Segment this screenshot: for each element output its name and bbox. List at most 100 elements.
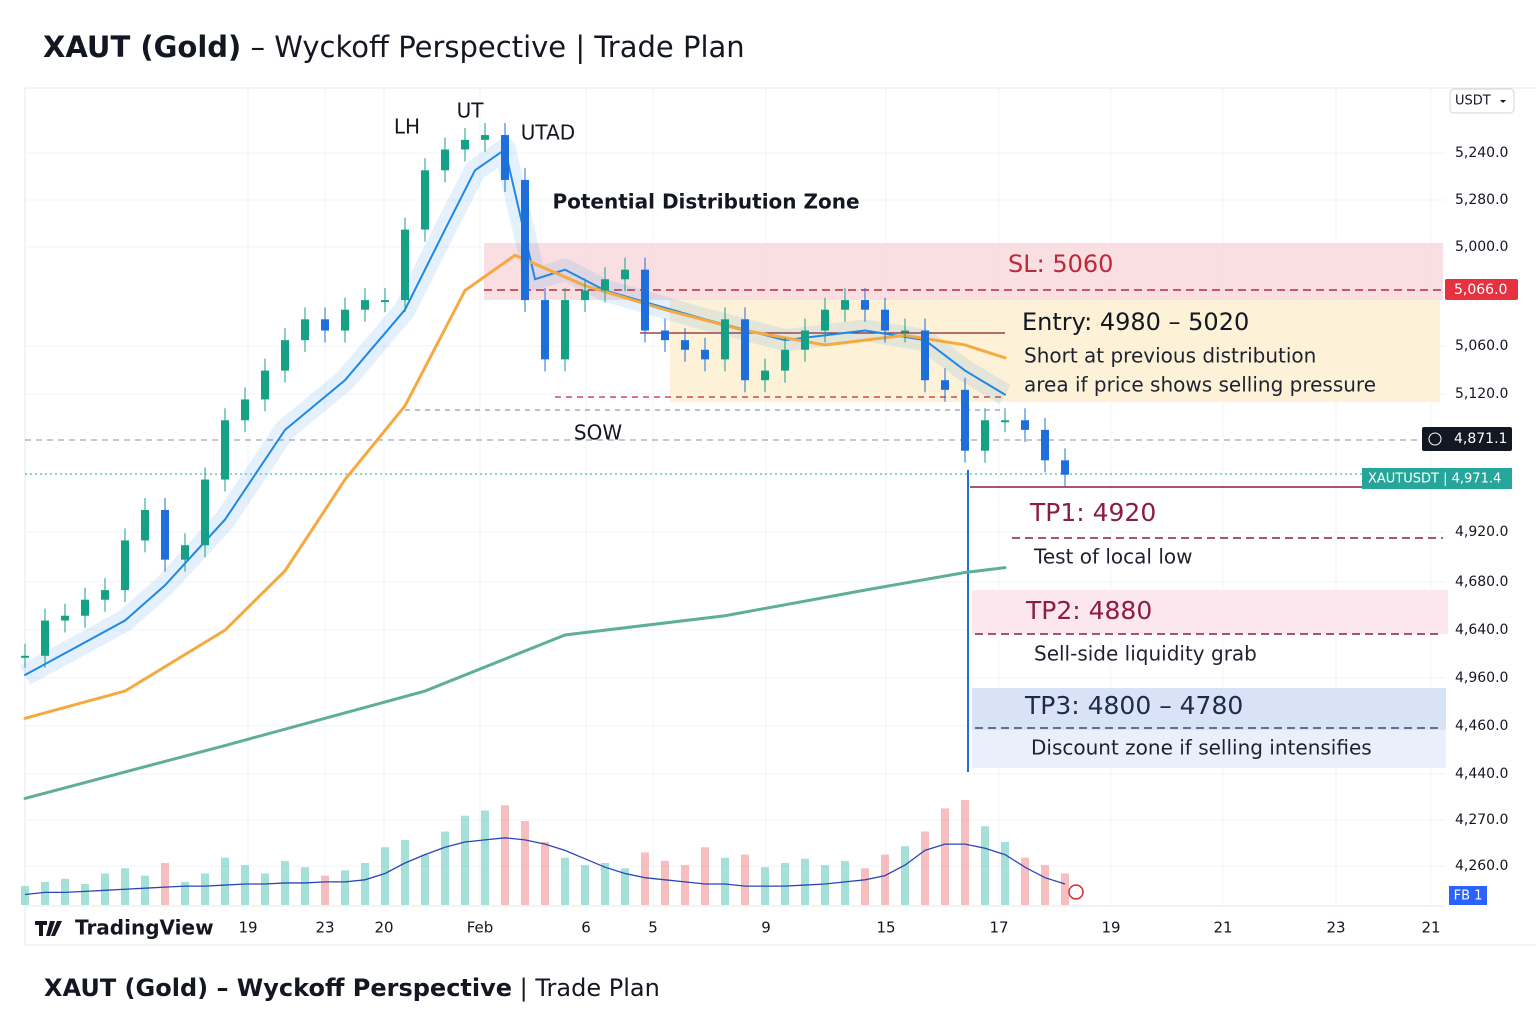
tp3-zone-lower — [972, 730, 1446, 768]
price-label: 4,460.0 — [1455, 718, 1508, 734]
volume-bar — [21, 886, 29, 905]
volume-bar — [101, 873, 109, 905]
candle-body — [401, 229, 409, 301]
candle-body — [81, 599, 89, 616]
last-price-tag — [1362, 468, 1512, 489]
candle-body — [221, 420, 229, 480]
price-label: 4,440.0 — [1455, 766, 1508, 782]
candle-body — [821, 309, 829, 331]
fb-text[interactable]: FB 1 — [1454, 889, 1483, 904]
volume-bar — [401, 839, 409, 905]
footer-bold: XAUT (Gold) – Wyckoff Perspective — [44, 974, 512, 1002]
volume-bar — [821, 865, 829, 905]
candle-body — [621, 269, 629, 280]
volume-bar — [161, 863, 169, 905]
time-label: 21 — [1213, 919, 1232, 937]
candle-body — [241, 399, 249, 421]
candle-body — [721, 319, 729, 360]
volume-bar — [881, 854, 889, 905]
volume-bar — [801, 858, 809, 905]
time-label: Feb — [467, 919, 494, 937]
crosshair-icon — [1428, 432, 1442, 446]
volume-bar — [561, 857, 569, 905]
volume-bar — [661, 860, 669, 905]
candle-body — [681, 340, 689, 350]
time-label: 5 — [648, 919, 658, 937]
label-zone: Potential Distribution Zone — [552, 190, 859, 214]
volume-bar — [261, 873, 269, 905]
candle-body — [541, 300, 549, 360]
candle-body — [1021, 420, 1029, 430]
price-label: 5,280.0 — [1455, 192, 1508, 208]
candle-body — [761, 370, 769, 381]
tp2-note: Sell-side liquidity grab — [1034, 642, 1257, 666]
brand: TradingView — [75, 916, 214, 940]
candle-body — [141, 509, 149, 541]
volume-bar — [841, 860, 849, 905]
entry-zone — [670, 300, 1440, 402]
volume-bar — [901, 846, 909, 905]
candle-body — [641, 269, 649, 331]
volume-bar — [981, 826, 989, 905]
candle-body — [261, 370, 269, 400]
volume-bar — [481, 810, 489, 905]
volume-bar — [861, 868, 869, 905]
candle-body — [381, 300, 389, 303]
volume-bar — [961, 800, 969, 905]
volume-bar — [41, 881, 49, 905]
candle-body — [921, 330, 929, 381]
tp2-text: TP2: 4880 — [1025, 596, 1152, 625]
price-label: 4,270.0 — [1455, 812, 1508, 828]
title-rest: – Wyckoff Perspective | Trade Plan — [241, 30, 744, 64]
currency[interactable]: USDT — [1455, 94, 1491, 109]
candle-body — [1001, 420, 1009, 423]
candle-body — [801, 330, 809, 350]
tp1-text: TP1: 4920 — [1029, 498, 1156, 527]
footer-title: XAUT (Gold) – Wyckoff Perspective | Trad… — [44, 974, 660, 1002]
plot — [19, 123, 1069, 905]
footer-rest: | Trade Plan — [512, 974, 660, 1002]
volume-bar — [1041, 865, 1049, 905]
volume-bar — [321, 875, 329, 905]
currency-caret — [1500, 100, 1506, 103]
candle-body — [341, 309, 349, 331]
candle-body — [1061, 460, 1069, 475]
volume-bar — [581, 865, 589, 905]
time-label: 23 — [1326, 919, 1345, 937]
volume-bar — [641, 852, 649, 905]
candle-body — [101, 590, 109, 600]
candle-body — [501, 135, 509, 180]
price-label: 4,960.0 — [1455, 670, 1508, 686]
sl-tag-text: 5,066.0 — [1454, 282, 1507, 298]
volume-bar — [741, 854, 749, 905]
brand-logo — [35, 921, 62, 936]
time-label: 21 — [1421, 919, 1440, 937]
volume-bar — [501, 805, 509, 905]
candle-body — [181, 545, 189, 560]
currency-button[interactable] — [1449, 88, 1515, 114]
volume-bar — [921, 831, 929, 905]
volume-bar — [1061, 873, 1069, 905]
price-label: 4,680.0 — [1455, 574, 1508, 590]
price-label: 5,120.0 — [1455, 386, 1508, 402]
volume-bar — [1021, 857, 1029, 905]
price-label: 5,000.0 — [1455, 239, 1508, 255]
crosshair-tag-text: 4,871.1 — [1454, 431, 1507, 447]
fb-badge[interactable] — [1449, 886, 1487, 905]
candle-body — [21, 655, 29, 658]
candle-body — [861, 300, 869, 310]
volume-bar — [1001, 842, 1009, 905]
time-label: 23 — [315, 919, 334, 937]
candle-body — [281, 340, 289, 371]
replay-icon[interactable] — [1068, 884, 1084, 900]
volume-bar — [521, 821, 529, 905]
candle-body — [421, 170, 429, 230]
volume-bar — [721, 857, 729, 905]
volume-bar — [121, 868, 129, 905]
candle-body — [701, 349, 709, 360]
candle-body — [601, 279, 609, 291]
candle-body — [741, 319, 749, 381]
candle-body — [661, 330, 669, 341]
volume-ma — [24, 837, 1066, 896]
